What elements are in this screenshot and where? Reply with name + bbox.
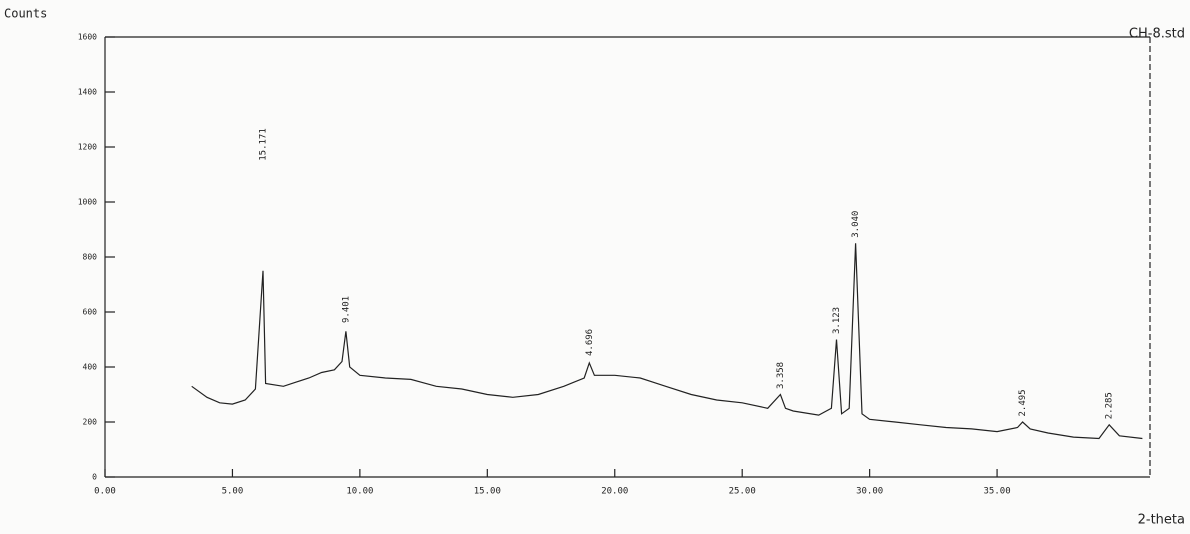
x-tick-label: 25.00 (729, 487, 756, 497)
y-tick-label: 600 (83, 308, 98, 317)
peak-label: 2.285 (1105, 392, 1115, 419)
peak-label: 15.171 (259, 128, 269, 161)
y-tick-label: 1600 (78, 33, 97, 42)
peak-label: 2.495 (1018, 389, 1028, 416)
y-tick-label: 400 (83, 363, 98, 372)
y-tick-label: 1200 (78, 143, 97, 152)
sample-label: CH-8.std (1129, 27, 1185, 42)
x-tick-label: 30.00 (856, 487, 883, 497)
y-tick-label: 0 (92, 473, 97, 482)
peak-label: 3.358 (776, 362, 786, 389)
x-tick-label: 10.00 (346, 487, 373, 497)
x-tick-label: 15.00 (474, 487, 501, 497)
y-tick-label: 1000 (78, 198, 97, 207)
y-tick-label: 800 (83, 253, 98, 262)
peak-label: 4.696 (585, 329, 595, 356)
peak-label: 3.123 (832, 307, 842, 334)
peak-label: 9.401 (341, 296, 351, 323)
xrd-trace (191, 243, 1143, 440)
y-axis-label: Counts (4, 7, 47, 21)
x-axis-label: 2-theta (1138, 513, 1185, 528)
x-tick-label: 20.00 (601, 487, 628, 497)
x-tick-label: 0.00 (94, 487, 116, 497)
peak-label: 3.040 (851, 211, 861, 238)
x-tick-label: 5.00 (222, 487, 244, 497)
y-tick-label: 200 (83, 418, 98, 427)
y-tick-label: 1400 (78, 88, 97, 97)
x-tick-label: 35.00 (984, 487, 1011, 497)
